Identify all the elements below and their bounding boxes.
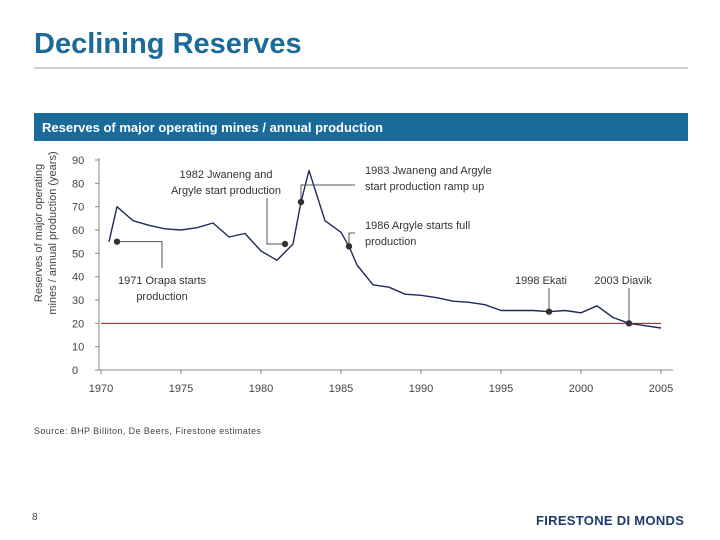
annotation-text-1: 1971 Orapa starts production — [118, 275, 207, 303]
annotation-text-line: 1982 Jwaneng and — [180, 169, 273, 181]
y-tick-label: 10 — [72, 342, 84, 354]
y-axis-label: Reserves of major operating mines / annu… — [33, 151, 59, 314]
chart-banner: Reserves of major operating mines / annu… — [34, 113, 688, 141]
y-axis-label-line-1: Reserves of major operating — [33, 164, 45, 302]
annotation-marker-3 — [297, 198, 305, 206]
y-tick-label: 0 — [72, 365, 78, 377]
annotation-marker-6 — [625, 320, 633, 327]
page-title: Declining Reserves — [34, 28, 302, 60]
annotation-text-line: 1983 Jwaneng and Argyle — [365, 165, 492, 177]
x-tick-label: 1995 — [489, 383, 513, 395]
annotation-text-line: production — [365, 236, 416, 248]
y-tick-label: 20 — [72, 318, 84, 330]
x-tick-label: 1990 — [409, 383, 433, 395]
y-tick-label: 50 — [72, 248, 84, 260]
x-tick-label: 1980 — [249, 383, 273, 395]
y-tick-label: 60 — [72, 225, 84, 237]
annotation-text-line: start production ramp up — [365, 181, 484, 193]
annotation-marker-1 — [113, 238, 121, 245]
annotation-leader-1 — [117, 241, 163, 268]
y-tick-label: 90 — [72, 155, 84, 167]
annotation-text-line: 2003 Diavik — [594, 275, 652, 287]
annotation-text-4: 1986 Argyle starts full production — [365, 220, 470, 248]
firestone-logo: FIRESTONE DI MONDS — [536, 513, 684, 528]
y-tick-label: 30 — [72, 295, 84, 307]
x-tick-label: 1975 — [169, 383, 193, 395]
annotation-marker-5 — [545, 308, 553, 315]
series-line — [108, 169, 662, 329]
title-divider — [34, 67, 688, 69]
annotation-text-line: production — [136, 291, 187, 303]
x-tick-label: 1970 — [89, 383, 113, 395]
annotation-text-line: 1998 Ekati — [515, 275, 567, 287]
x-tick-label: 1985 — [329, 383, 353, 395]
y-tick-label: 80 — [72, 178, 84, 190]
series-group — [108, 169, 662, 329]
annotation-text-5: 1998 Ekati — [515, 275, 567, 287]
annotation-text-line: Argyle start production — [171, 185, 281, 197]
x-tick-label: 2000 — [569, 383, 593, 395]
annotation-marker-2 — [281, 240, 289, 248]
x-tick-label: 2005 — [649, 383, 673, 395]
annotation-text-6: 2003 Diavik — [594, 275, 652, 287]
chart-title: Reserves of major operating mines / annu… — [42, 120, 383, 135]
axes: 0 10 20 30 40 50 60 70 80 90 1970 1975 1980 1985 1990 1… — [72, 155, 673, 395]
y-tick-label: 40 — [72, 272, 84, 284]
annotation-leader-3 — [300, 184, 355, 202]
source-note: Source: BHP Billiton, De Beers, Fireston… — [34, 426, 262, 436]
logo-wordmark: FIRESTONE DI MONDS — [536, 513, 685, 528]
annotation-text-2: 1982 Jwaneng and Argyle start production — [171, 169, 281, 197]
page-number: 8 — [32, 512, 38, 523]
annotations-group: 1971 Orapa starts production 1982 Jwaneng … — [113, 165, 652, 327]
annotation-text-line: 1986 Argyle starts full — [365, 220, 470, 232]
y-axis-label-line-2: mines / annual production (years) — [47, 151, 59, 314]
annotation-leader-4 — [348, 232, 355, 247]
annotation-leader-2 — [266, 198, 285, 245]
annotation-text-3: 1983 Jwaneng and Argyle start production … — [365, 165, 492, 193]
annotation-text-line: 1971 Orapa starts — [118, 275, 207, 287]
y-tick-label: 70 — [72, 202, 84, 214]
annotation-marker-4 — [345, 243, 353, 250]
